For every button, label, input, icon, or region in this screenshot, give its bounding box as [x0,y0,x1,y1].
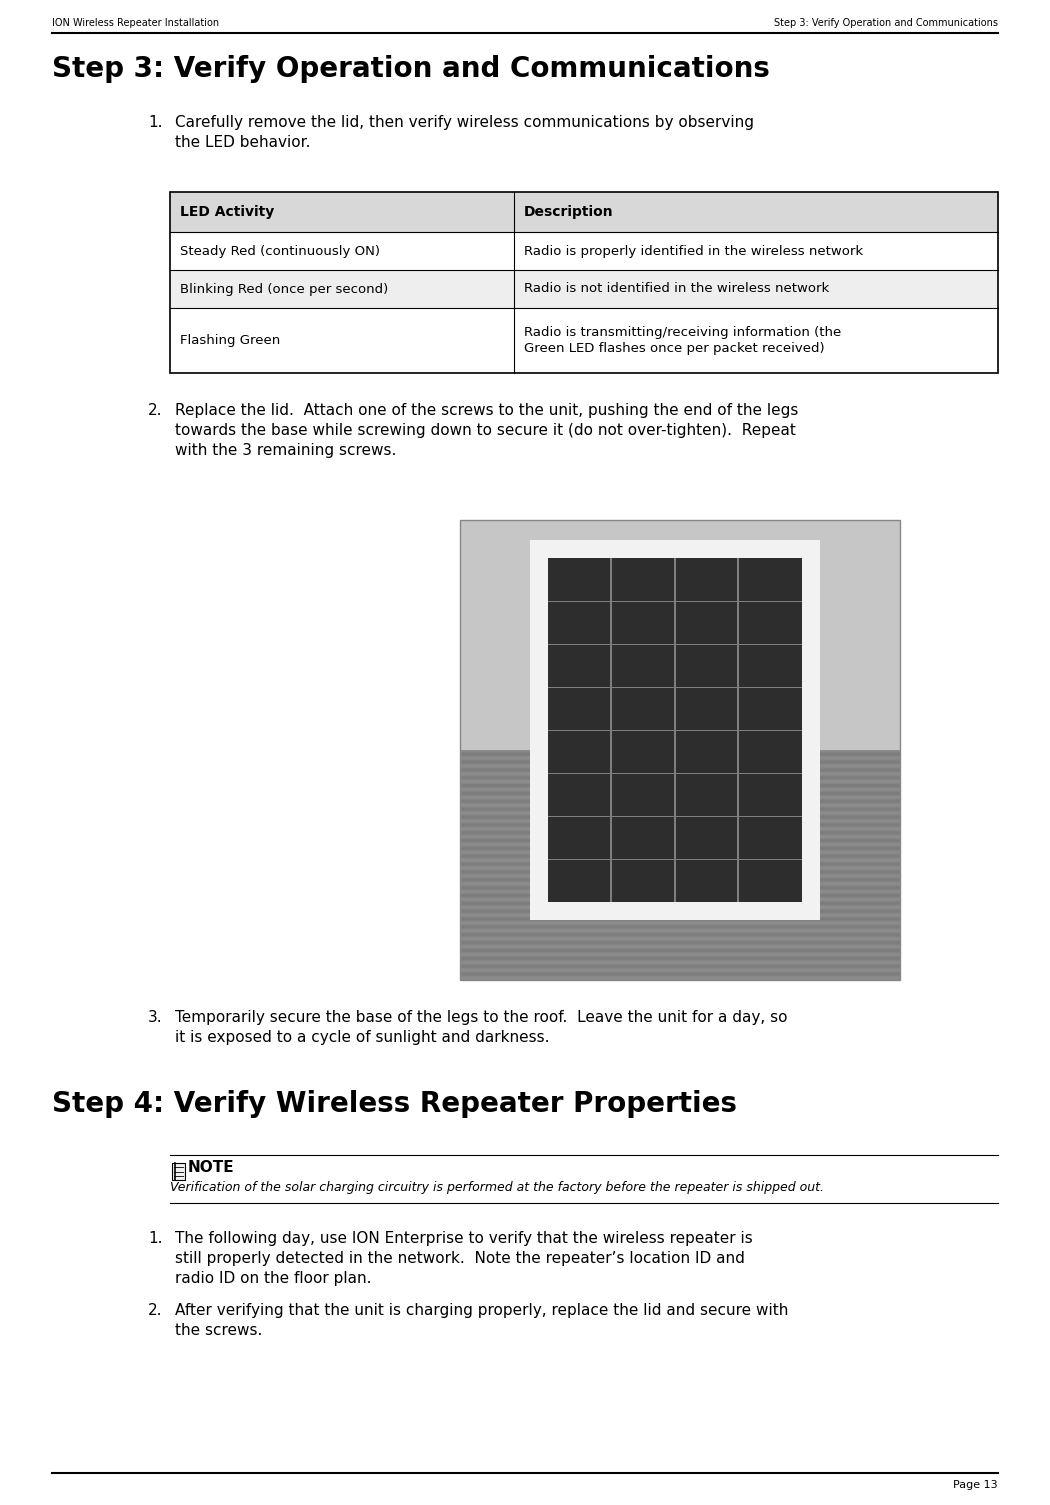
Text: Step 3: Verify Operation and Communications: Step 3: Verify Operation and Communicati… [774,18,998,29]
Text: ION Wireless Repeater Installation: ION Wireless Repeater Installation [52,18,219,29]
Text: Description: Description [524,205,613,220]
Text: Steady Red (continuously ON): Steady Red (continuously ON) [180,244,380,257]
Bar [170,309,997,373]
Text: Radio is properly identified in the wireless network: Radio is properly identified in the wire… [524,244,863,257]
Text: 1.: 1. [148,114,163,129]
Text: 3.: 3. [148,1010,163,1025]
Text: After verifying that the unit is charging properly, replace the lid and secure w: After verifying that the unit is chargin… [175,1303,789,1338]
Text: Page 13: Page 13 [953,1479,997,1490]
Text: Radio is transmitting/receiving information (the
Green LED flashes once per pack: Radio is transmitting/receiving informat… [524,327,841,355]
Bar [170,193,997,232]
Text: Radio is not identified in the wireless network: Radio is not identified in the wireless … [524,283,828,295]
Text: Step 4: Verify Wireless Repeater Properties: Step 4: Verify Wireless Repeater Propert… [52,1090,737,1118]
Text: NOTE: NOTE [188,1160,234,1175]
Bar [170,193,997,373]
Text: Step 3: Verify Operation and Communications: Step 3: Verify Operation and Communicati… [52,56,770,83]
Text: Blinking Red (once per second): Blinking Red (once per second) [180,283,388,295]
Text: The following day, use ION Enterprise to verify that the wireless repeater is
st: The following day, use ION Enterprise to… [175,1231,753,1285]
Text: 2.: 2. [148,403,163,418]
Text: 2.: 2. [148,1303,163,1318]
Text: LED Activity: LED Activity [180,205,274,220]
Text: Temporarily secure the base of the legs to the roof.  Leave the unit for a day, : Temporarily secure the base of the legs … [175,1010,788,1044]
Text: Replace the lid.  Attach one of the screws to the unit, pushing the end of the l: Replace the lid. Attach one of the screw… [175,403,798,458]
Text: Flashing Green: Flashing Green [180,334,280,348]
Text: 1.: 1. [148,1231,163,1246]
Bar [460,521,900,980]
Text: Verification of the solar charging circuitry is performed at the factory before : Verification of the solar charging circu… [170,1181,824,1193]
Bar [170,269,997,309]
Text: Carefully remove the lid, then verify wireless communications by observing
the L: Carefully remove the lid, then verify wi… [175,114,754,150]
Bar [172,1163,185,1180]
Bar [170,232,997,269]
